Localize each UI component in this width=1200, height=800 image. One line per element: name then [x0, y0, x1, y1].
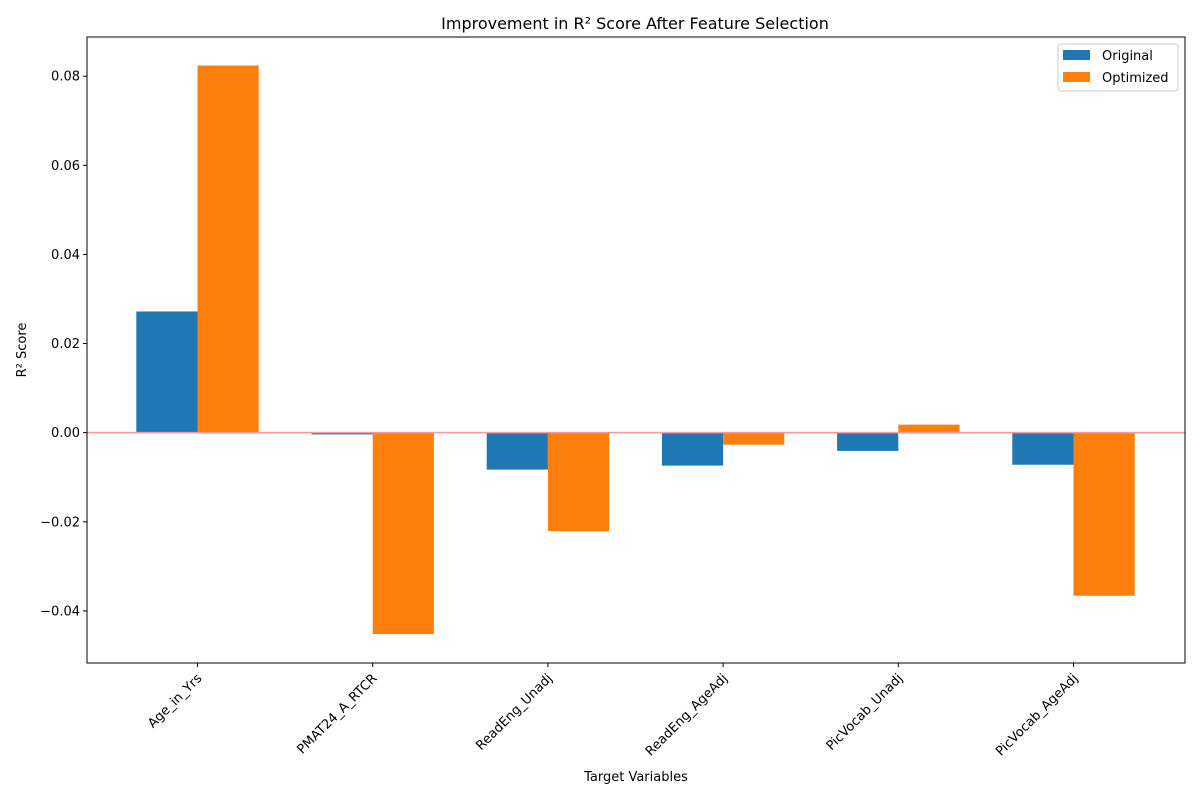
y-tick-label: 0.00 [51, 426, 80, 441]
x-axis: Age_in_Yrs PMAT24_A_RTCR ReadEng_Unadj Read… [145, 663, 1081, 759]
bar-optimized-picvocab-unadj [898, 424, 960, 433]
legend-label-original: Original [1102, 49, 1153, 64]
x-tick-label: ReadEng_Unadj [473, 671, 555, 753]
plot-frame [86, 36, 1186, 664]
legend-swatch-optimized [1063, 72, 1090, 82]
x-tick-label: PicVocab_AgeAdj [993, 671, 1081, 759]
bar-optimized-pmat24-a-rtcr [372, 432, 434, 635]
bar-optimized-readeng-ageadj [723, 432, 785, 445]
bar-original-age-in-yrs [136, 311, 198, 433]
y-tick-label: −0.04 [40, 604, 80, 619]
bar-original-readeng-unadj [486, 432, 548, 470]
x-tick-label: ReadEng_AgeAdj [643, 671, 731, 759]
bar-original-picvocab-unadj [837, 432, 899, 451]
chart-title: Improvement in R² Score After Feature Se… [441, 14, 829, 33]
x-tick-label: PMAT24_A_RTCR [294, 671, 380, 757]
bar-original-picvocab-ageadj [1012, 432, 1074, 465]
bar-optimized-age-in-yrs [197, 65, 259, 433]
x-tick-label: Age_in_Yrs [145, 671, 205, 731]
y-tick-label: −0.02 [40, 515, 80, 530]
x-axis-title: Target Variables [583, 770, 688, 785]
legend-label-optimized: Optimized [1102, 71, 1169, 86]
x-tick-label: PicVocab_Unadj [824, 671, 906, 753]
y-tick-label: 0.02 [51, 337, 80, 352]
y-axis-title: R² Score [15, 323, 30, 378]
bar-optimized-readeng-unadj [547, 432, 610, 532]
bar-original-readeng-ageadj [661, 432, 724, 466]
legend-swatch-original [1063, 50, 1090, 60]
y-axis: −0.04 −0.02 0.00 0.02 0.04 0.06 0.08 [40, 70, 87, 619]
bar-original-pmat24-a-rtcr [311, 432, 373, 435]
y-tick-label: 0.08 [51, 70, 80, 85]
legend: Original Optimized [1057, 43, 1179, 92]
plot-area [87, 65, 1185, 635]
y-tick-label: 0.04 [51, 248, 80, 263]
bar-optimized-picvocab-ageadj [1073, 432, 1135, 596]
y-tick-label: 0.06 [51, 159, 80, 174]
